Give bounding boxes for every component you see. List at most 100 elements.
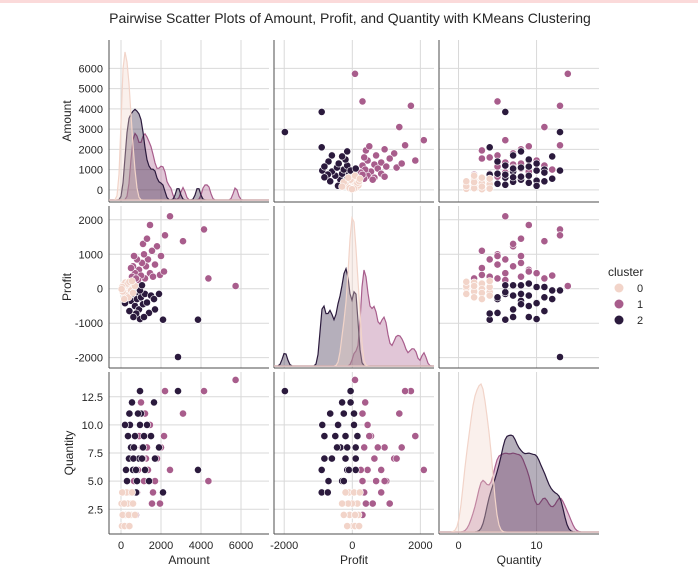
point-profit-quantity-84	[462, 277, 471, 286]
point-profit-amount-8	[166, 212, 174, 221]
point-amount-quantity-27	[477, 146, 486, 155]
point-quantity-profit-33	[368, 499, 377, 508]
tick-label-y-quantity: 10.0	[82, 420, 103, 432]
point-quantity-amount-39	[131, 432, 139, 440]
point-profit-quantity-24	[517, 272, 525, 281]
point-quantity-amount-58	[145, 477, 153, 485]
tick-label-x-amount: 6000	[229, 540, 253, 552]
point-quantity-amount-51	[130, 443, 138, 452]
point-amount-quantity-39	[524, 171, 533, 180]
point-amount-profit-88	[355, 174, 364, 183]
point-profit-quantity-0	[563, 282, 572, 290]
point-profit-quantity-29	[540, 274, 549, 283]
point-profit-amount-11	[153, 242, 161, 251]
point-profit-quantity-49	[532, 283, 541, 291]
point-profit-amount-28	[160, 267, 168, 276]
point-quantity-profit-43	[333, 443, 341, 452]
point-quantity-profit-58	[324, 477, 333, 485]
point-profit-amount-26	[149, 272, 157, 281]
point-amount-quantity-4	[556, 128, 564, 136]
tick-label-y-profit: -1000	[75, 318, 103, 330]
point-quantity-profit-62	[323, 488, 332, 497]
tick-label-y-profit: -2000	[75, 353, 103, 365]
point-amount-profit-13	[372, 151, 380, 160]
legend-label-0: 0	[637, 283, 643, 295]
point-amount-profit-8	[419, 136, 428, 145]
point-amount-profit-11	[390, 149, 399, 158]
point-amount-profit-55	[351, 164, 360, 173]
point-quantity-amount-3	[194, 465, 202, 474]
point-profit-quantity-52	[501, 288, 510, 297]
point-profit-amount-86	[129, 288, 137, 297]
legend-label-1: 1	[637, 299, 643, 311]
point-quantity-profit-25	[363, 420, 372, 429]
tick-label-y-amount: 0	[97, 185, 103, 197]
point-quantity-profit-47	[327, 454, 336, 463]
point-amount-profit-9	[317, 143, 326, 152]
point-quantity-amount-40	[133, 477, 141, 485]
point-quantity-profit-46	[341, 432, 350, 440]
point-quantity-profit-5	[395, 409, 404, 418]
point-profit-quantity-63	[524, 313, 533, 321]
point-amount-quantity-2	[493, 97, 502, 106]
point-profit-quantity-2	[493, 274, 502, 283]
point-amount-profit-89	[338, 182, 346, 191]
tick-label-y-amount: 6000	[79, 63, 103, 75]
point-profit-quantity-10	[532, 315, 541, 323]
point-quantity-amount-27	[156, 499, 164, 508]
point-quantity-amount-63	[140, 432, 148, 440]
point-quantity-amount-9	[159, 488, 167, 497]
point-amount-quantity-46	[524, 155, 533, 164]
point-quantity-profit-63	[320, 432, 329, 440]
panel-amount-vs-profit	[273, 40, 434, 203]
point-quantity-amount-84	[125, 522, 134, 530]
point-profit-quantity-47	[509, 305, 517, 314]
point-profit-amount-5	[179, 237, 187, 246]
point-amount-quantity-44	[501, 161, 510, 170]
point-amount-quantity-88	[485, 174, 494, 183]
axis-label-x-quantity: Quantity	[497, 553, 542, 567]
point-amount-quantity-86	[477, 173, 486, 182]
point-profit-quantity-57	[501, 281, 510, 290]
point-amount-profit-22	[380, 172, 389, 181]
point-quantity-amount-60	[121, 420, 129, 429]
point-quantity-profit-22	[380, 477, 389, 485]
point-quantity-profit-56	[339, 477, 348, 485]
legend-marker-2	[614, 315, 624, 325]
point-profit-amount-33	[127, 264, 135, 272]
point-profit-quantity-5	[540, 237, 549, 246]
point-profit-quantity-30	[548, 271, 557, 280]
kde-quantity-cluster-0	[439, 382, 599, 533]
point-quantity-profit-64	[343, 443, 352, 452]
point-amount-profit-6	[401, 141, 409, 150]
point-profit-amount-12	[157, 252, 165, 260]
axis-label-y-quantity: Quantity	[62, 431, 76, 476]
point-profit-amount-47	[151, 305, 159, 314]
point-quantity-amount-43	[139, 443, 147, 452]
point-quantity-profit-10	[318, 420, 327, 429]
legend-label-2: 2	[637, 315, 643, 327]
point-amount-quantity-10	[532, 166, 541, 175]
point-amount-profit-63	[320, 162, 329, 171]
panel-profit-vs-amount: -2000 -1000 0 1000 2000 Profit	[60, 206, 269, 369]
point-quantity-amount-1	[200, 387, 208, 395]
figure-title: Pairwise Scatter Plots of Amount, Profit…	[109, 10, 591, 26]
point-quantity-profit-50	[346, 398, 355, 407]
tick-label-x-quantity: 10	[530, 540, 542, 552]
point-profit-quantity-79	[485, 291, 494, 300]
point-profit-amount-88	[128, 277, 136, 285]
point-profit-amount-45	[143, 298, 151, 307]
point-amount-profit-28	[365, 142, 374, 151]
point-quantity-amount-59	[150, 398, 158, 407]
point-profit-quantity-33	[477, 264, 486, 272]
point-amount-quantity-63	[524, 162, 533, 171]
point-profit-quantity-36	[509, 291, 517, 300]
point-profit-quantity-51	[517, 281, 525, 290]
point-profit-amount-34	[139, 239, 147, 248]
point-quantity-profit-28	[365, 432, 374, 440]
point-amount-quantity-84	[462, 177, 471, 186]
axis-label-y-amount: Amount	[60, 100, 74, 142]
point-profit-quantity-27	[477, 270, 486, 279]
point-profit-quantity-87	[470, 282, 478, 290]
point-profit-quantity-23	[509, 262, 517, 271]
